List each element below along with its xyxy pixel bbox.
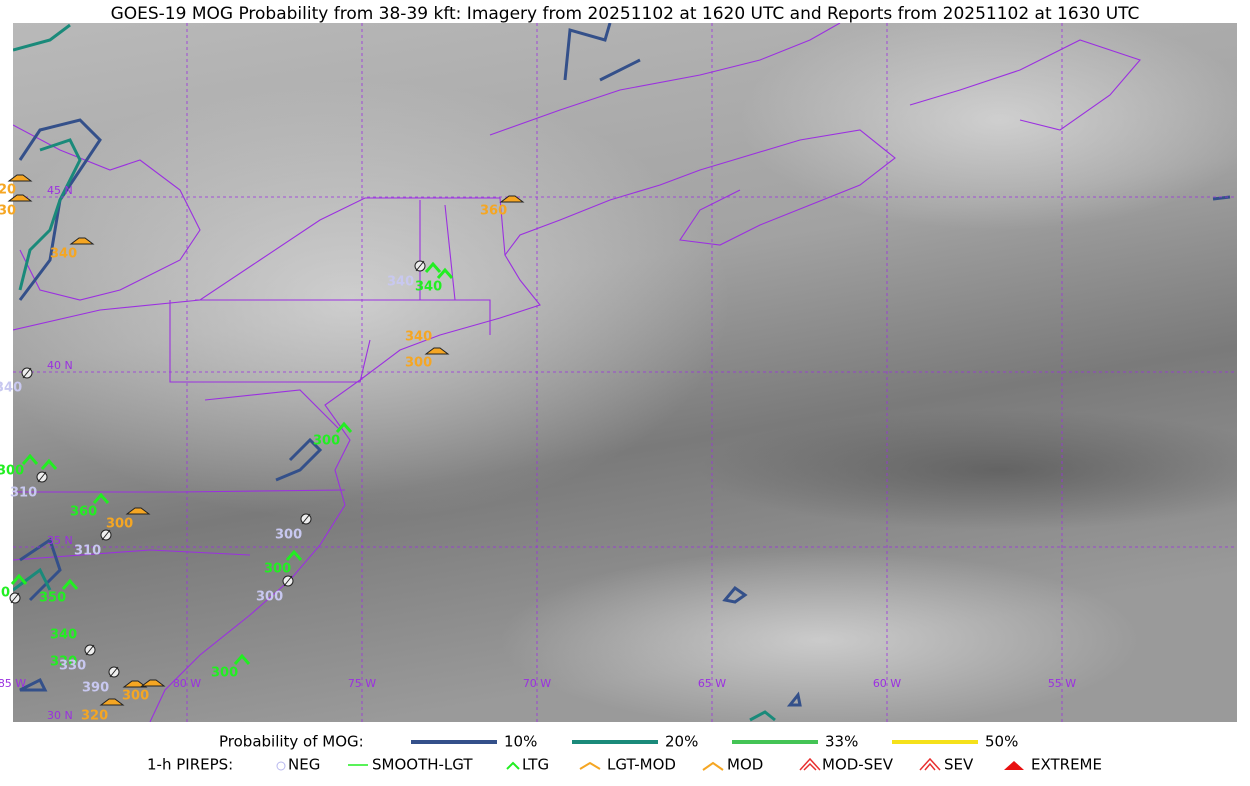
legend-label: LTG: [522, 756, 549, 774]
ltg-symbol: [10, 573, 28, 585]
pirep-label: 360: [70, 505, 97, 520]
lon-label: 60 W: [873, 677, 901, 690]
pirep-label: 30: [0, 204, 16, 219]
coastline: [489, 23, 1141, 136]
lat-label: 40 N: [47, 359, 73, 372]
legend-title: 1-h PIREPS:: [147, 756, 233, 774]
legend-label: SMOOTH-LGT: [372, 756, 473, 774]
contours: [13, 23, 1231, 722]
pirep-label: 70: [0, 586, 10, 601]
lon-label: 65 W: [698, 677, 726, 690]
pirep-label: 340: [0, 381, 22, 396]
dry-band: [700, 410, 1237, 530]
neg-icon: [276, 761, 286, 771]
lgtmod-icon: [579, 761, 601, 770]
legend-title: Probability of MOG:: [219, 733, 364, 751]
legend-label: EXTREME: [1031, 756, 1102, 774]
legend-label: 50%: [985, 733, 1018, 751]
lat-label: 45 N: [47, 184, 73, 197]
ltg-symbol: [436, 267, 454, 279]
lgtmod-symbol: [140, 679, 166, 687]
lon-label: 85 W: [0, 677, 26, 690]
extreme-icon: [1004, 761, 1024, 770]
ltg-symbol: [21, 453, 39, 465]
lgtmod-symbol: [125, 507, 151, 515]
cloud: [740, 23, 1237, 230]
pirep-label: 340: [405, 330, 432, 345]
lgtmod-symbol: [69, 237, 95, 245]
neg-slash: [415, 260, 425, 272]
pirep-label: 310: [10, 486, 37, 501]
pirep-label: 310: [74, 544, 101, 559]
neg-slash: [301, 513, 311, 525]
legend-label: NEG: [288, 756, 320, 774]
lgtmod-symbol: [499, 195, 525, 203]
pirep-label: 320: [81, 709, 108, 724]
neg-slash: [283, 575, 293, 587]
pirep-label: 300: [0, 464, 24, 479]
ltg-symbol: [424, 261, 442, 273]
map-area: [13, 23, 1237, 722]
legend-label: LGT-MOD: [607, 756, 676, 774]
pirep-label: 330: [59, 659, 86, 674]
pirep-label: 300: [275, 528, 302, 543]
modsev-icon: [799, 757, 821, 771]
lat-label: 30 N: [47, 709, 73, 722]
legend-label: MOD: [727, 756, 763, 774]
lon-label: 75 W: [348, 677, 376, 690]
lat-label: 35 N: [47, 534, 73, 547]
pirep-label: 340: [50, 247, 77, 262]
ltg-symbol: [285, 549, 303, 561]
lon-label: 80 W: [173, 677, 201, 690]
border: [13, 197, 506, 561]
legend-label: MOD-SEV: [822, 756, 894, 774]
lgtmod-symbol: [99, 698, 125, 706]
lgtmod-symbol: [122, 680, 148, 688]
neg-slash: [109, 666, 119, 678]
pirep-label: 340: [415, 280, 442, 295]
neg-slash: [85, 644, 95, 656]
pirep-label: 390: [82, 681, 109, 696]
pirep-label: 340: [50, 628, 77, 643]
ltg-symbol: [233, 653, 251, 665]
ltg-icon: [506, 761, 520, 770]
sev-icon: [919, 757, 941, 771]
pirep-label: 300: [264, 562, 291, 577]
lake-shore: [13, 124, 201, 301]
lgtmod-symbol: [7, 174, 33, 182]
lgtmod-symbol: [7, 194, 33, 202]
neg-slash: [10, 592, 20, 604]
pirep-label: 300: [313, 434, 340, 449]
pirep-label: 360: [480, 204, 507, 219]
pirep-label: 330: [50, 655, 77, 670]
mod-icon: [702, 761, 724, 771]
lon-label: 55 W: [1048, 677, 1076, 690]
pirep-label: 300: [256, 590, 283, 605]
pirep-label: 300: [405, 356, 432, 371]
title: GOES-19 MOG Probability from 38-39 kft: …: [111, 4, 1140, 24]
ltg-symbol: [61, 578, 79, 590]
neg-slash: [37, 471, 47, 483]
legend-label: 33%: [825, 733, 858, 751]
pirep-label: 300: [122, 689, 149, 704]
pirep-label: 340: [387, 275, 414, 290]
neg-slash: [22, 367, 32, 379]
lgtmod-symbol: [424, 347, 450, 355]
legend-label: 10%: [504, 733, 537, 751]
neg-slash: [101, 529, 111, 541]
legend-label: SEV: [944, 756, 974, 774]
ltg-symbol: [92, 492, 110, 504]
ltg-symbol: [40, 458, 58, 470]
pirep-label: 300: [211, 666, 238, 681]
pirep-label: 300: [106, 517, 133, 532]
pirep-label: 350: [39, 591, 66, 606]
ltg-symbol: [335, 421, 353, 433]
pirep-label: 20: [0, 183, 16, 198]
legend-label: 20%: [665, 733, 698, 751]
cloud: [500, 550, 1140, 722]
lon-label: 70 W: [523, 677, 551, 690]
